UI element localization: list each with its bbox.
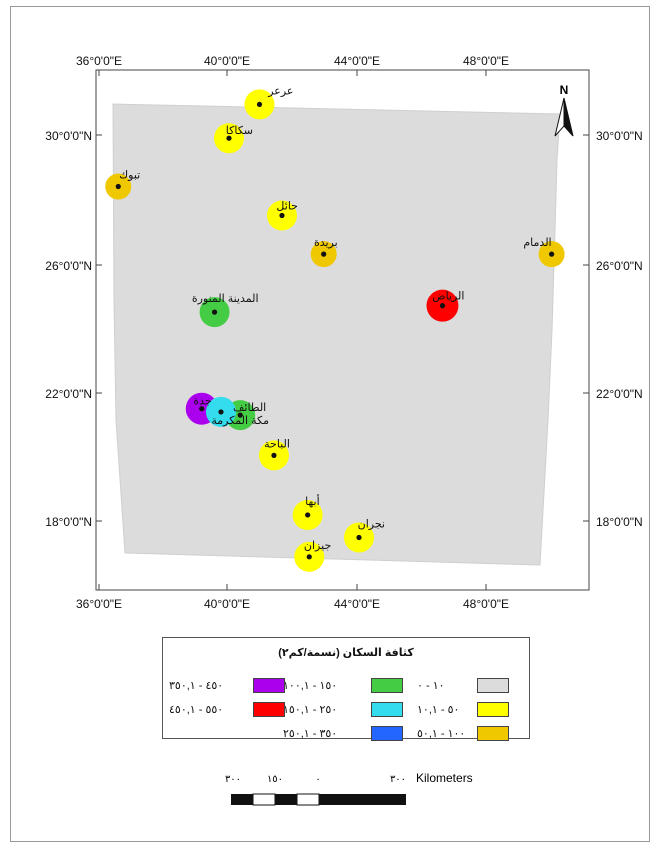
city-point — [305, 512, 311, 518]
legend-swatch — [477, 726, 509, 741]
bottom-lon-labels: 36°0'0"E 40°0'0"E 44°0'0"E 48°0'0"E — [76, 597, 509, 611]
right-lat-label: 30°0'0"N — [596, 129, 643, 143]
left-lat-label: 26°0'0"N — [45, 259, 92, 273]
city-label: تبوك — [119, 170, 140, 182]
city-point — [321, 251, 327, 257]
legend: كثافة السكان (نسمة/كم٢) ١٠ - ٠ ٥٠ - ١٠,١… — [162, 637, 530, 741]
scale-tick-label: ٣٠٠ — [225, 774, 241, 785]
legend-title: كثافة السكان (نسمة/كم٢) — [278, 647, 414, 659]
right-lat-label: 18°0'0"N — [596, 515, 643, 529]
left-lat-label: 18°0'0"N — [45, 515, 92, 529]
legend-swatch — [253, 678, 285, 693]
legend-label: ١٠ - ٠ — [417, 680, 445, 692]
city-point — [115, 183, 121, 190]
city-point — [199, 406, 205, 412]
scale-bar-segment — [296, 793, 320, 806]
bottom-lon-label: 36°0'0"E — [76, 597, 122, 611]
legend-swatch — [371, 702, 403, 717]
legend-label: ٢٥٠ - ١٥٠,١ — [283, 704, 338, 716]
city-label: المدينة المنورة — [192, 293, 259, 305]
city-label: أبها — [305, 494, 320, 508]
city-label: جدة — [193, 396, 211, 408]
scale-tick-label: ١٥٠ — [267, 774, 283, 785]
scale-bar: ٣٠٠ ١٥٠ ٠ ٣٠٠ Kilometers — [225, 771, 473, 806]
bottom-lon-label: 48°0'0"E — [463, 597, 509, 611]
left-lat-label: 30°0'0"N — [45, 129, 92, 143]
city-point — [356, 534, 362, 541]
city-point — [237, 412, 243, 418]
city-symbols: عرعر سكاكا تبوك حائل بريدة الدمام الرياض المدين… — [105, 85, 565, 572]
graticule-ticks — [96, 70, 589, 590]
legend-label: ١٥٠ - ١٠٠,١ — [283, 680, 338, 692]
left-lat-label: 22°0'0"N — [45, 387, 92, 401]
city-label: نجران — [358, 519, 385, 531]
legend-label: ١٠٠ - ٥٠,١ — [417, 728, 466, 740]
city-point — [439, 303, 446, 309]
bottom-lon-label: 40°0'0"E — [204, 597, 250, 611]
city-point — [306, 554, 312, 560]
city-label: حائل — [276, 201, 298, 213]
legend-swatch — [371, 678, 403, 693]
north-label: N — [560, 83, 569, 97]
legend-swatch — [253, 702, 285, 717]
scale-bar-segment — [231, 794, 253, 805]
city-label: الطائف — [233, 402, 266, 414]
scale-bar-segment — [319, 794, 406, 805]
right-lat-labels: 30°0'0"N 26°0'0"N 22°0'0"N 18°0'0"N — [596, 129, 643, 529]
top-lon-label: 48°0'0"E — [463, 54, 509, 68]
top-lon-label: 44°0'0"E — [334, 54, 380, 68]
scale-bar-segment — [252, 793, 276, 806]
right-lat-label: 26°0'0"N — [596, 259, 643, 273]
city-point — [279, 212, 285, 219]
city-label: الباحة — [264, 438, 290, 450]
city-point — [218, 409, 224, 415]
city-point — [256, 101, 263, 108]
legend-swatch — [477, 702, 509, 717]
top-lon-labels: 36°0'0"E 40°0'0"E 44°0'0"E 48°0'0"E — [76, 54, 509, 68]
city-label: بريدة — [314, 237, 338, 249]
right-lat-label: 22°0'0"N — [596, 387, 643, 401]
city-point — [271, 452, 277, 458]
city-label: عرعر — [267, 85, 293, 97]
legend-swatch — [477, 678, 509, 693]
city-point — [226, 135, 232, 141]
city-label: مكة المكرمة — [211, 415, 269, 427]
top-lon-label: 40°0'0"E — [204, 54, 250, 68]
legend-label: ٤٥٠ - ٣٥٠,١ — [169, 680, 224, 692]
scale-units: Kilometers — [416, 771, 473, 785]
scale-tick-label: ٠ — [315, 774, 320, 785]
study-area — [112, 103, 561, 566]
left-lat-labels: 30°0'0"N 26°0'0"N 22°0'0"N 18°0'0"N — [45, 129, 92, 529]
legend-label: ٥٥٠ - ٤٥٠,١ — [169, 704, 224, 716]
top-lon-label: 36°0'0"E — [76, 54, 122, 68]
city-label: الرياض — [432, 291, 464, 303]
legend-label: ٣٥٠ - ٢٥٠,١ — [283, 728, 338, 740]
scale-bar-segment — [275, 794, 297, 805]
city-point — [211, 309, 218, 315]
city-label: جيزان — [304, 540, 331, 552]
legend-label: ٥٠ - ١٠,١ — [417, 704, 460, 716]
north-arrow: N — [554, 83, 574, 137]
scale-right-value: ٣٠٠ — [390, 774, 406, 785]
legend-swatch — [371, 726, 403, 741]
city-point — [549, 251, 555, 257]
bottom-lon-label: 44°0'0"E — [334, 597, 380, 611]
city-label: سكاكا — [226, 125, 253, 137]
city-label: الدمام — [523, 237, 551, 249]
